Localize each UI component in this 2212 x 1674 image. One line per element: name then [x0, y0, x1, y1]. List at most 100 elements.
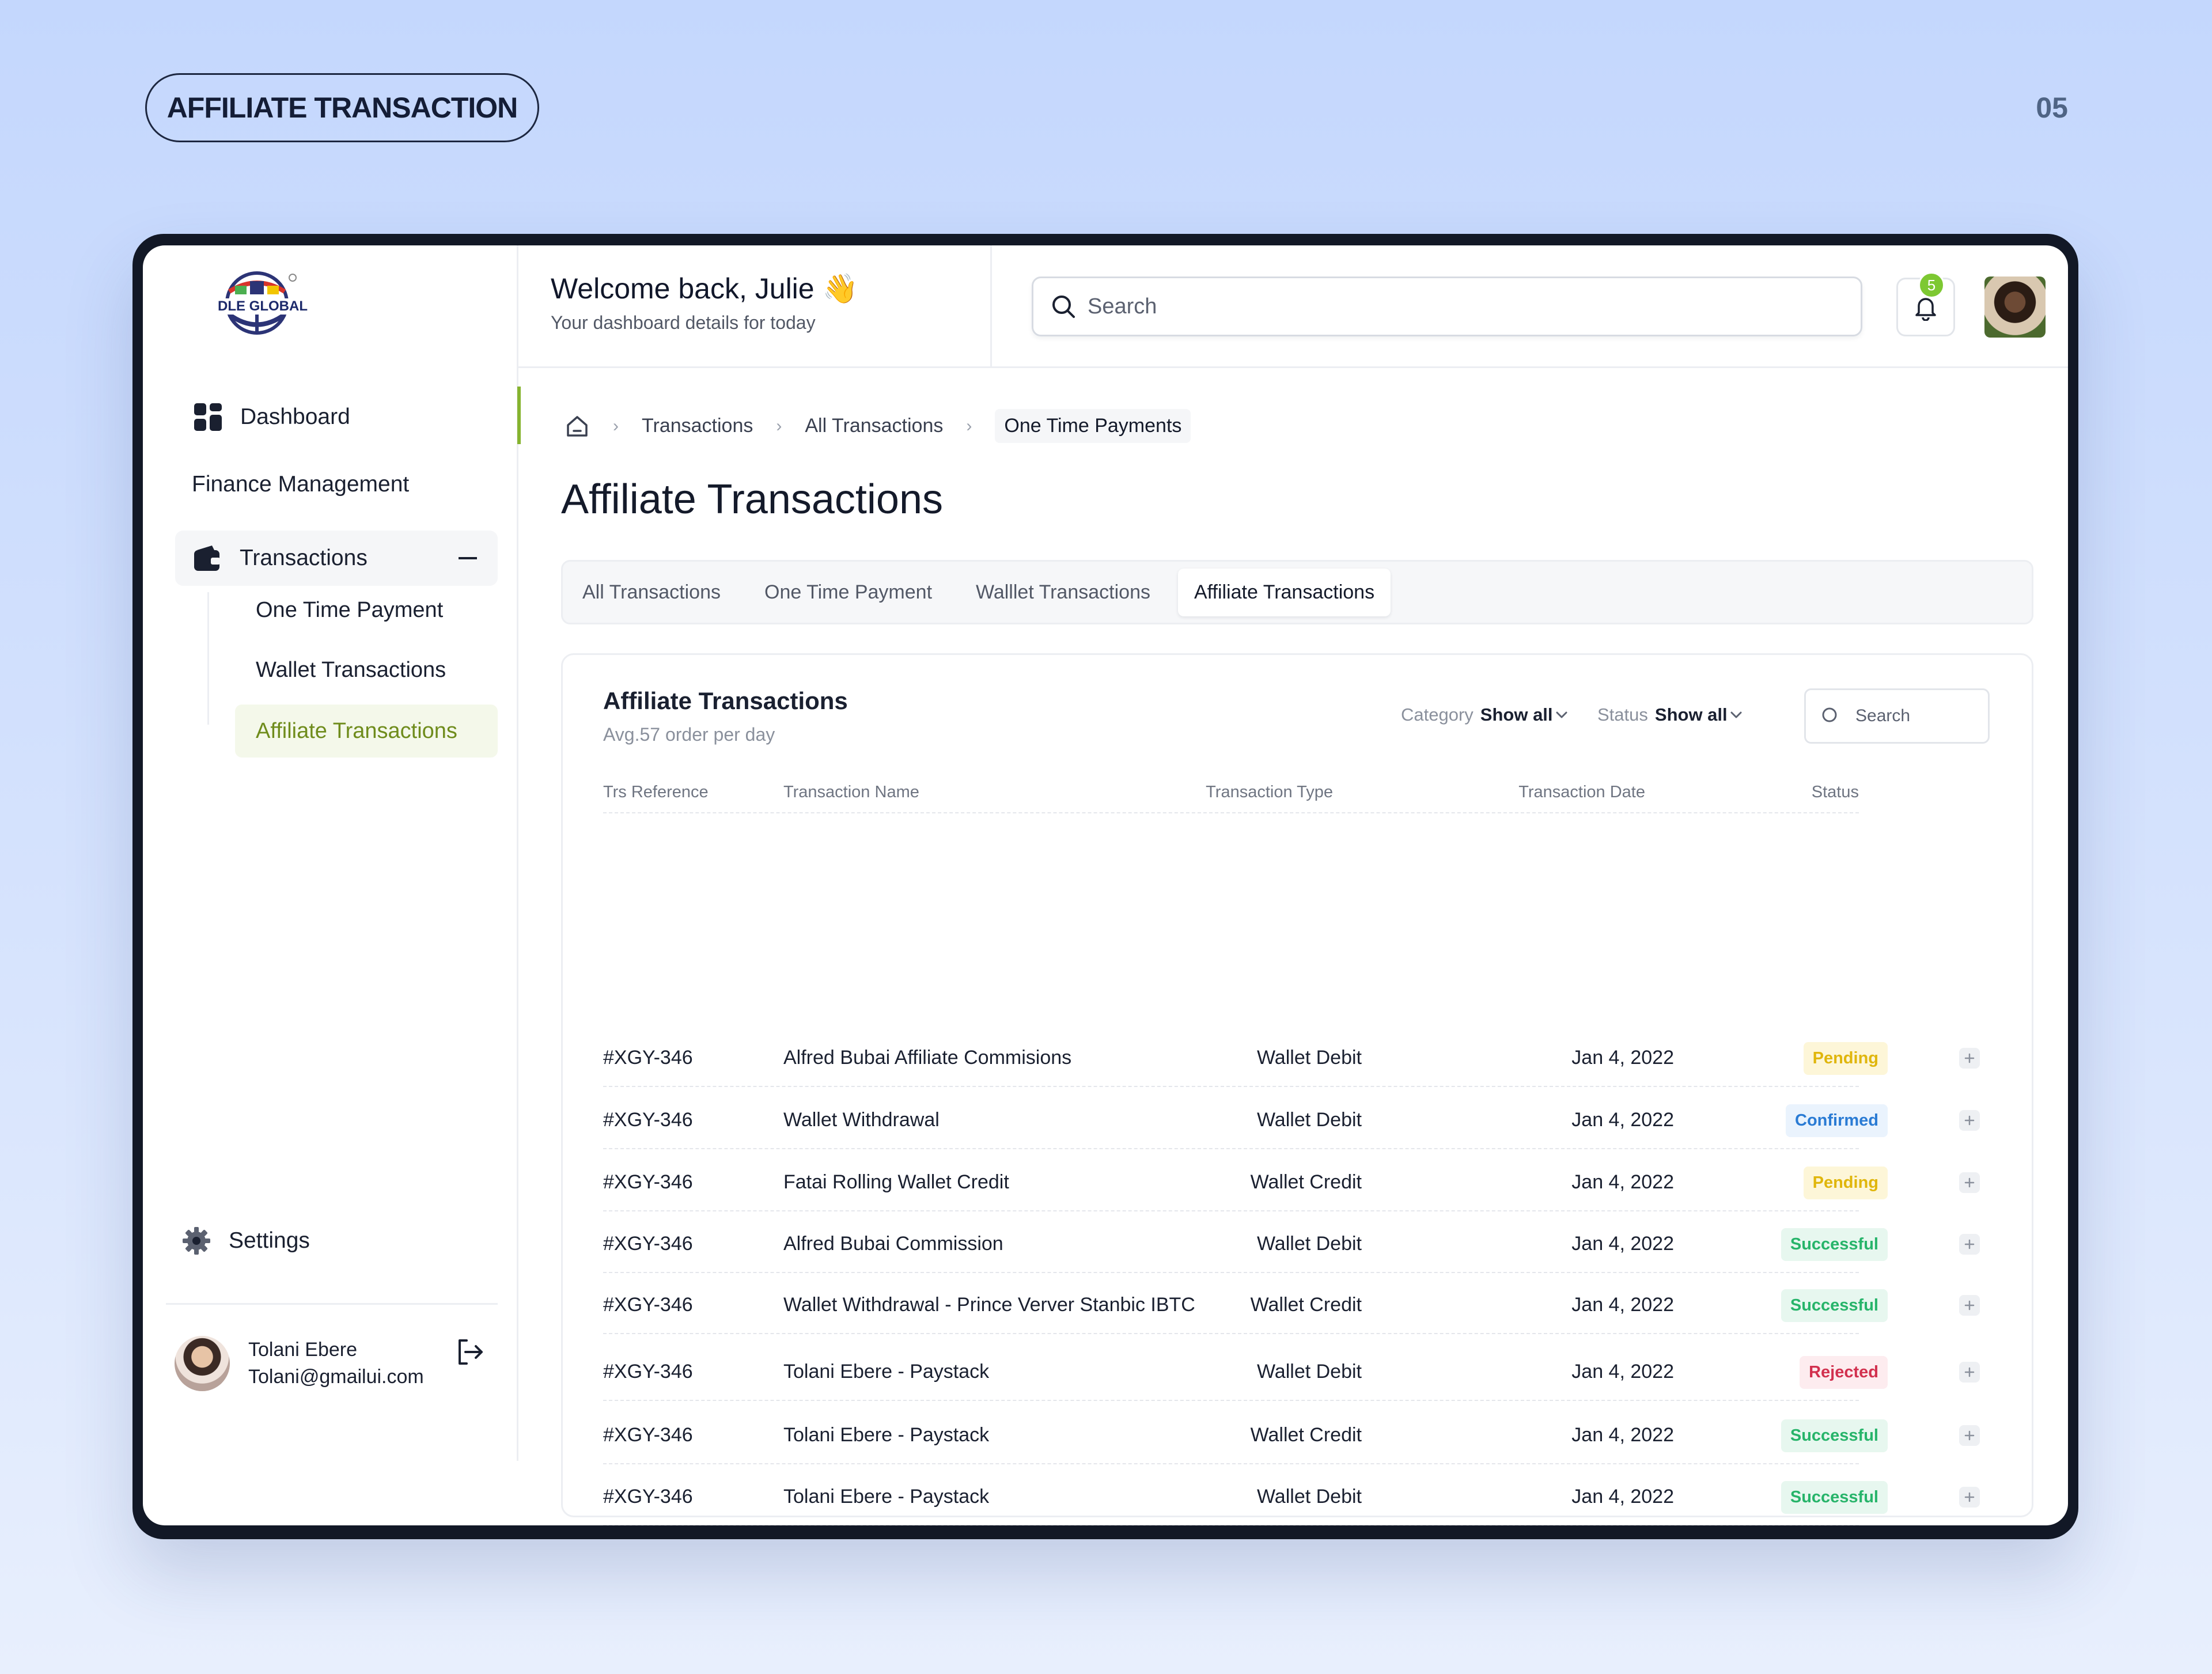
column-header: Transaction Type: [1206, 783, 1333, 801]
status-badge: Pending: [1803, 1042, 1888, 1075]
search-placeholder: Search: [1088, 294, 1157, 319]
sidebar-subitem-wallet-transactions[interactable]: Wallet Transactions: [256, 658, 446, 682]
table-row[interactable]: #XGY-346 Wallet Withdrawal - Prince Verve…: [603, 1278, 1997, 1334]
sidebar-item-settings[interactable]: Settings: [180, 1225, 310, 1257]
user-name: Tolani Ebere: [248, 1339, 358, 1361]
cell-transaction-date: Jan 4, 2022: [1571, 1109, 1674, 1131]
chevron-right-icon: ›: [966, 416, 972, 435]
card-subtitle: Avg.57 order per day: [603, 724, 775, 745]
row-divider: [603, 1210, 1859, 1211]
row-divider: [603, 1086, 1859, 1087]
sidebar-subitem-one-time-payment[interactable]: One Time Payment: [256, 598, 444, 622]
sidebar-item-transactions[interactable]: Transactions: [175, 531, 498, 586]
expand-row-button[interactable]: [1959, 1295, 1980, 1316]
cell-transaction-date: Jan 4, 2022: [1571, 1361, 1674, 1383]
sidebar-item-finance-management[interactable]: Finance Management: [192, 472, 409, 497]
table-row[interactable]: #XGY-346 Fatai Rolling Wallet Credit Walle…: [603, 1155, 1997, 1211]
tab-all-transactions[interactable]: All Transactions: [582, 581, 721, 603]
plus-icon: [1964, 1115, 1975, 1126]
filter-value: Show all: [1480, 705, 1553, 725]
cell-transaction-name: Wallet Withdrawal: [783, 1109, 940, 1131]
cell-transaction-type: Wallet Credit: [1250, 1424, 1362, 1446]
welcome-subtitle: Your dashboard details for today: [551, 312, 816, 333]
search-placeholder: Search: [1855, 706, 1911, 725]
filter-label: Status: [1597, 705, 1648, 725]
cell-transaction-name: Alfred Bubai Affiliate Commisions: [783, 1047, 1072, 1069]
table-search-input[interactable]: Search: [1804, 688, 1990, 744]
row-divider: [603, 1400, 1859, 1401]
sidebar-subitem-affiliate-transactions[interactable]: Affiliate Transactions: [235, 705, 498, 758]
expand-row-button[interactable]: [1959, 1234, 1980, 1255]
user-email: Tolani@gmailui.com: [248, 1366, 424, 1388]
table-row[interactable]: #XGY-346 Tolani Ebere - Paystack Wallet De…: [603, 1470, 1997, 1525]
cell-reference: #XGY-346: [603, 1294, 693, 1316]
expand-row-button[interactable]: [1959, 1048, 1980, 1069]
expand-row-button[interactable]: [1959, 1425, 1980, 1446]
table-row[interactable]: #XGY-346 Tolani Ebere - Paystack Wallet Cr…: [603, 1408, 1997, 1464]
sidebar-item-dashboard[interactable]: Dashboard: [192, 401, 350, 433]
status-badge: Confirmed: [1786, 1104, 1888, 1137]
expand-row-button[interactable]: [1959, 1172, 1980, 1193]
chevron-down-icon: [1556, 711, 1567, 718]
cell-transaction-name: Wallet Withdrawal - Prince Verver Stanbi…: [783, 1294, 1195, 1316]
welcome-heading: Welcome back, Julie 👋: [551, 272, 858, 305]
cell-reference: #XGY-346: [603, 1424, 693, 1446]
table-row[interactable]: #XGY-346 Alfred Bubai Commission Wallet De…: [603, 1217, 1997, 1273]
user-profile[interactable]: Tolani Ebere Tolani@gmailui.com: [175, 1336, 424, 1391]
slide-number: 05: [2036, 92, 2068, 124]
status-badge: Successful: [1781, 1228, 1888, 1261]
status-badge: Successful: [1781, 1289, 1888, 1322]
status-badge: Pending: [1803, 1167, 1888, 1199]
status-filter[interactable]: Status Show all: [1597, 705, 1745, 725]
sidebar: DLE GLOBAL Dashboard Finance Management …: [143, 245, 518, 1461]
breadcrumb-current: One Time Payments: [995, 409, 1191, 443]
cell-reference: #XGY-346: [603, 1109, 693, 1131]
card-title: Affiliate Transactions: [603, 687, 848, 714]
expand-row-button[interactable]: [1959, 1362, 1980, 1383]
header-divider: [603, 812, 1859, 813]
avatar[interactable]: [1984, 277, 2046, 338]
tab-affiliate-transactions[interactable]: Affiliate Transactions: [1177, 568, 1391, 616]
bell-icon: [1915, 298, 1936, 321]
cell-transaction-name: Alfred Bubai Commission: [783, 1233, 1003, 1255]
breadcrumb-item[interactable]: All Transactions: [805, 415, 944, 437]
chevron-right-icon: ›: [776, 416, 782, 435]
row-divider: [603, 1333, 1859, 1334]
plus-icon: [1964, 1239, 1975, 1249]
gear-icon: [180, 1225, 213, 1257]
cell-reference: #XGY-346: [603, 1171, 693, 1193]
cell-transaction-date: Jan 4, 2022: [1571, 1424, 1674, 1446]
row-divider: [603, 1463, 1859, 1464]
table-row[interactable]: #XGY-346 Wallet Withdrawal Wallet Debit Jan…: [603, 1093, 1997, 1149]
cell-transaction-type: Wallet Debit: [1256, 1361, 1362, 1383]
collapse-icon[interactable]: [459, 557, 477, 559]
header-divider: [518, 366, 2068, 368]
category-filter[interactable]: Category Show all: [1401, 705, 1570, 725]
table-row[interactable]: #XGY-346 Tolani Ebere - Paystack Wallet De…: [603, 1344, 1997, 1401]
column-header: Transaction Name: [783, 783, 919, 801]
cell-reference: #XGY-346: [603, 1233, 693, 1255]
expand-row-button[interactable]: [1959, 1487, 1980, 1508]
logout-icon[interactable]: [454, 1336, 486, 1368]
home-icon[interactable]: [565, 414, 590, 439]
sidebar-item-label: Dashboard: [240, 404, 350, 429]
row-divider: [603, 1272, 1859, 1273]
slide-title: AFFILIATE TRANSACTION: [166, 92, 518, 124]
cell-transaction-date: Jan 4, 2022: [1571, 1294, 1674, 1316]
active-indicator: [517, 387, 521, 444]
cell-reference: #XGY-346: [603, 1047, 693, 1069]
cell-transaction-type: Wallet Credit: [1250, 1171, 1362, 1193]
breadcrumb: › Transactions › All Transactions › One …: [565, 409, 1191, 443]
expand-row-button[interactable]: [1959, 1110, 1980, 1131]
plus-icon: [1964, 1300, 1975, 1311]
sidebar-item-label: Transactions: [240, 546, 368, 570]
breadcrumb-item[interactable]: Transactions: [642, 415, 753, 437]
search-icon: [1822, 707, 1837, 722]
row-divider: [603, 1148, 1859, 1149]
tab-one-time-payment[interactable]: One Time Payment: [764, 581, 933, 603]
global-search-input[interactable]: Search: [1032, 277, 1862, 336]
tab-wallet-transactions[interactable]: Walllet Transactions: [976, 581, 1150, 603]
table-row[interactable]: #XGY-346 Alfred Bubai Affiliate Commision…: [603, 1031, 1997, 1087]
cell-transaction-name: Fatai Rolling Wallet Credit: [783, 1171, 1009, 1193]
filter-value: Show all: [1654, 705, 1728, 725]
